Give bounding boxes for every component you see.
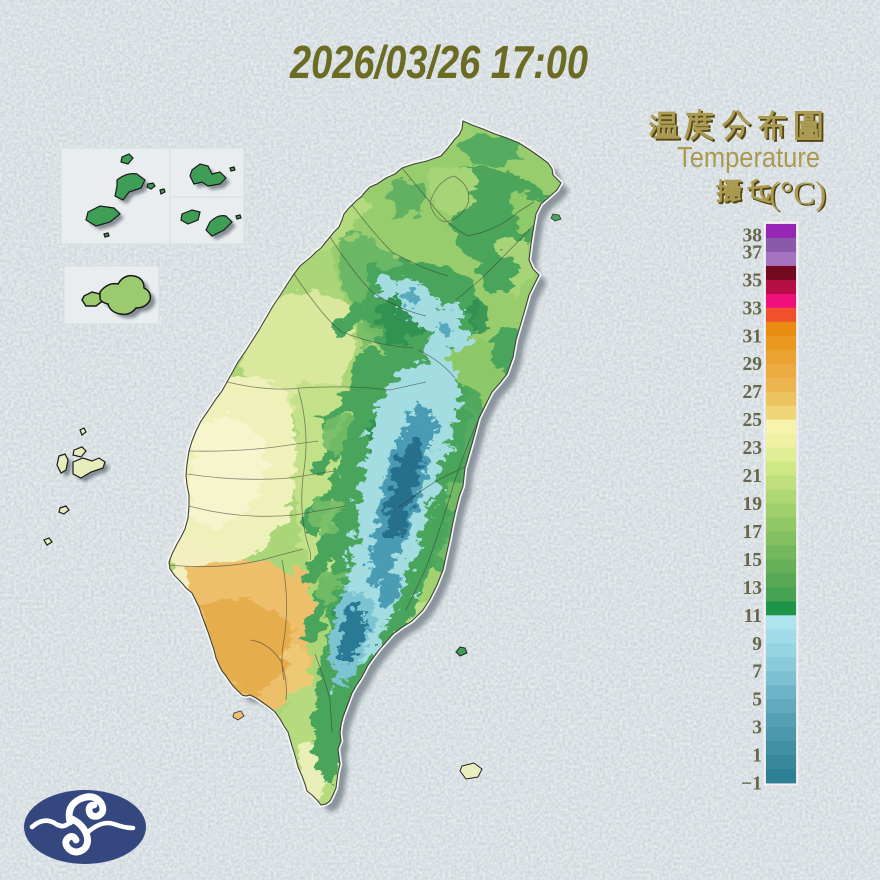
svg-text:38: 38 <box>743 226 763 247</box>
svg-text:33: 33 <box>743 298 763 319</box>
svg-text:19: 19 <box>743 494 763 515</box>
svg-text:5: 5 <box>752 690 762 711</box>
svg-text:25: 25 <box>743 410 763 431</box>
svg-text:31: 31 <box>743 326 763 347</box>
svg-text:17: 17 <box>743 522 763 543</box>
svg-text:1: 1 <box>752 746 762 767</box>
svg-text:29: 29 <box>743 354 763 375</box>
svg-text:(°C): (°C) <box>771 178 828 214</box>
svg-text:23: 23 <box>743 438 763 459</box>
svg-text:Temperature: Temperature <box>677 142 820 174</box>
svg-text:9: 9 <box>752 634 762 655</box>
svg-text:15: 15 <box>743 550 763 571</box>
svg-text:35: 35 <box>743 270 763 291</box>
svg-text:21: 21 <box>743 466 763 487</box>
svg-text:(°C): (°C) <box>769 176 826 212</box>
svg-text:11: 11 <box>744 606 762 627</box>
svg-text:3: 3 <box>752 718 762 739</box>
svg-text:−1: −1 <box>741 774 762 795</box>
svg-text:37: 37 <box>743 242 763 263</box>
svg-text:13: 13 <box>743 578 763 599</box>
svg-text:7: 7 <box>752 662 762 683</box>
svg-text:2026/03/26 17:00: 2026/03/26 17:00 <box>289 36 588 88</box>
svg-text:27: 27 <box>743 382 763 403</box>
